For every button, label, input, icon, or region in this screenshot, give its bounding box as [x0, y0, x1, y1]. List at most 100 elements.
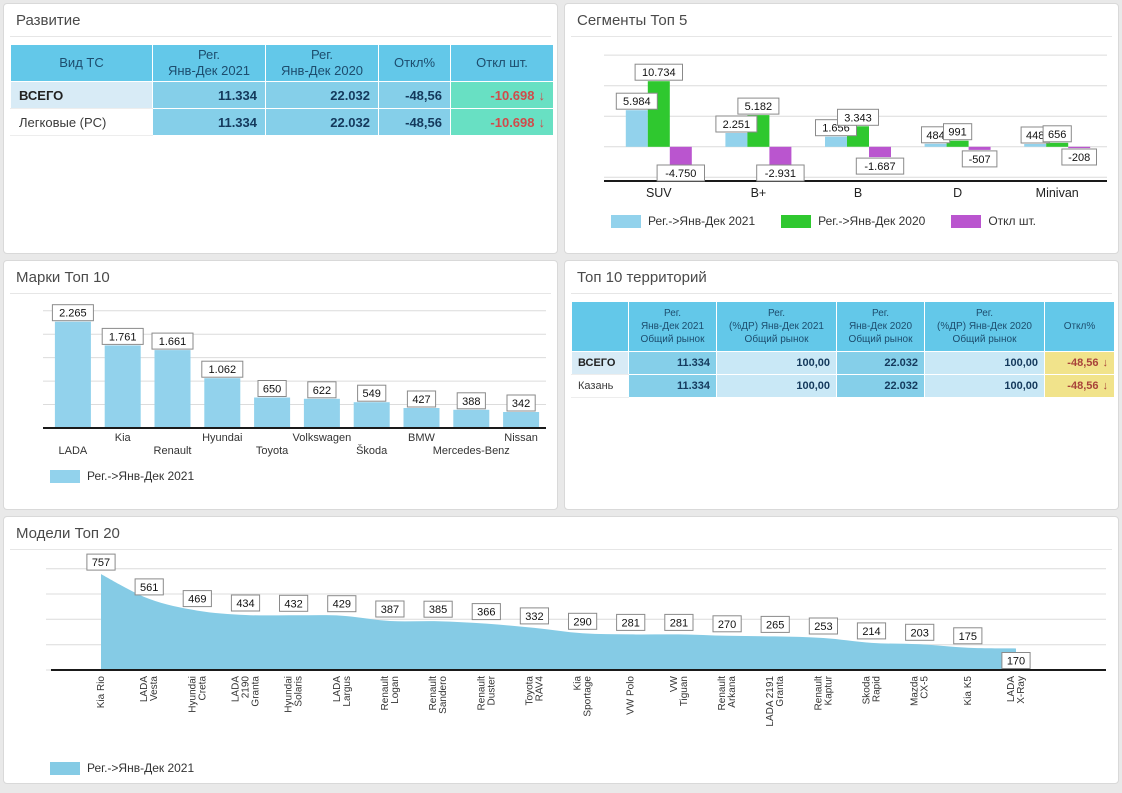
category-label: Kia K5 [963, 676, 974, 706]
value-label-box [456, 392, 486, 410]
segments-chart-wrap: SUV 5.984 10.734 -4.750 B+ 2.251 5.182 -2.931 B 1… [565, 37, 1118, 228]
bar-D[interactable] [924, 143, 947, 147]
bar-B[interactable] [825, 136, 847, 147]
bar-B+[interactable] [769, 146, 792, 165]
legend-item[interactable]: Откл шт. [951, 214, 1036, 228]
value-label: 1.761 [109, 331, 137, 343]
value-label-box [905, 623, 935, 641]
value-label-box [856, 622, 887, 640]
bar-SUV[interactable] [647, 81, 670, 147]
brands-chart-wrap: 2.265 LADA 1.761 Kia 1.661 Renault 1.062 Hyunda… [4, 294, 557, 483]
category-label: 2190 [241, 676, 252, 699]
table-row[interactable]: ВСЕГО 11.334 22.032 -48,56 -10.698 ↓ [10, 81, 554, 109]
label-cell: Легковые (PC) [10, 108, 153, 136]
category-label: LADA [332, 676, 343, 702]
bar-Renault[interactable] [154, 350, 191, 428]
col-header-share_2020: Рег. (%ДР) Янв-Дек 2020 Общий рынок [924, 301, 1045, 352]
segments-legend: Рег.->Янв-Дек 2021 Рег.->Янв-Дек 2020 Откл… [567, 210, 1116, 228]
category-label: X-Ray [1016, 676, 1027, 704]
value-label: 203 [911, 627, 929, 639]
legend-swatch [611, 214, 641, 228]
category-label: Skoda [862, 676, 873, 705]
legend-item[interactable]: Рег.->Янв-Дек 2021 [50, 469, 194, 483]
table-row[interactable]: Казань 11.334 100,00 22.032 100,00 -48,56 ↓ [571, 374, 1115, 398]
bar-D[interactable] [968, 146, 991, 150]
legend-item[interactable]: Рег.->Янв-Дек 2020 [781, 214, 925, 228]
bar-Kia[interactable] [104, 345, 141, 428]
bar-Hyundai[interactable] [204, 378, 241, 428]
value-label-box [953, 627, 983, 645]
bar-Volkswagen[interactable] [303, 398, 340, 428]
area-series[interactable] [101, 574, 1016, 670]
value-label-box [307, 381, 337, 399]
bar-LADA[interactable] [54, 321, 91, 428]
bar-Toyota[interactable] [254, 397, 291, 429]
legend-item[interactable]: Рег.->Янв-Дек 2021 [611, 214, 755, 228]
value-label: 265 [766, 619, 784, 631]
value-label-box [406, 390, 437, 408]
value-label-box [423, 600, 453, 618]
value-label: 448 [1026, 130, 1044, 142]
reg_2021-cell: 11.334 [152, 81, 266, 109]
col-header-dev_pct: Откл% [378, 44, 451, 82]
share_2021-cell: 100,00 [716, 374, 837, 398]
share_2020-cell: 100,00 [924, 351, 1045, 375]
legend-item[interactable]: Рег.->Янв-Дек 2021 [50, 761, 194, 775]
value-label: -2.931 [765, 168, 796, 180]
value-label: 5.182 [745, 101, 773, 113]
value-label: 427 [412, 394, 430, 406]
bar-Škoda[interactable] [353, 402, 390, 428]
value-label-box [86, 553, 116, 571]
legend-label: Рег.->Янв-Дек 2021 [87, 761, 195, 775]
category-label: Granta [251, 676, 262, 707]
value-label-box [656, 164, 705, 182]
bar-BMW[interactable] [403, 408, 440, 428]
value-label: 991 [948, 127, 966, 139]
value-label: 622 [313, 385, 331, 397]
bar-Minivan[interactable] [1024, 144, 1047, 147]
bar-Nissan[interactable] [503, 412, 540, 428]
bar-Minivan[interactable] [1068, 146, 1091, 149]
bar-SUV[interactable] [625, 110, 648, 147]
value-label: 366 [477, 607, 495, 619]
value-label: 385 [429, 604, 447, 616]
bar-D[interactable] [946, 140, 969, 147]
value-label: 342 [512, 398, 530, 410]
dev_pct-cell: -48,56 ↓ [1044, 351, 1115, 375]
value-label: -4.750 [665, 168, 696, 180]
value-label: 175 [959, 631, 977, 643]
category-label: VW Polo [626, 676, 637, 715]
share_2020-cell: 100,00 [924, 374, 1045, 398]
category-label: Renault [717, 676, 728, 711]
bar-B+[interactable] [725, 133, 748, 147]
category-label: D [953, 186, 962, 200]
dev_units-cell: -10.698 ↓ [450, 81, 554, 109]
panel-development: Развитие Вид ТС Рег. Янв-Дек 2021 Рег. Янв-Д… [3, 3, 558, 254]
bar-B[interactable] [869, 146, 891, 158]
value-label: 387 [381, 604, 399, 616]
value-label: 429 [333, 599, 351, 611]
value-label-box [568, 612, 598, 630]
value-label-box [1061, 148, 1097, 166]
category-label: Renault [476, 676, 487, 711]
value-label-box [837, 108, 879, 126]
bar-Mercedes-Benz[interactable] [453, 409, 490, 428]
value-label-box [375, 600, 405, 618]
col-header-reg_2020: Рег. Янв-Дек 2020 Общий рынок [836, 301, 925, 352]
value-label-box [357, 384, 387, 402]
category-label: Renault [428, 676, 439, 711]
down-arrow-icon: ↓ [1102, 380, 1109, 392]
bar-Minivan[interactable] [1046, 142, 1069, 147]
category-label: Kia [573, 676, 584, 691]
value-label-box [471, 603, 501, 621]
value-label: 1.062 [209, 364, 237, 376]
segments-chart: SUV5.98410.734-4.750B+2.2515.182-2.931B1… [604, 54, 1107, 200]
table-row[interactable]: Легковые (PC) 11.334 22.032 -48,56 -10.698 ↓ [10, 108, 554, 136]
value-label: 281 [622, 617, 640, 629]
table-row[interactable]: ВСЕГО 11.334 100,00 22.032 100,00 -48,56 ↓ [571, 351, 1115, 375]
value-label-box [715, 115, 758, 133]
category-label: Minivan [1036, 186, 1079, 200]
col-header-share_2021: Рег. (%ДР) Янв-Дек 2021 Общий рынок [716, 301, 837, 352]
category-label: Hyundai [202, 432, 242, 444]
value-label: 332 [525, 611, 543, 623]
